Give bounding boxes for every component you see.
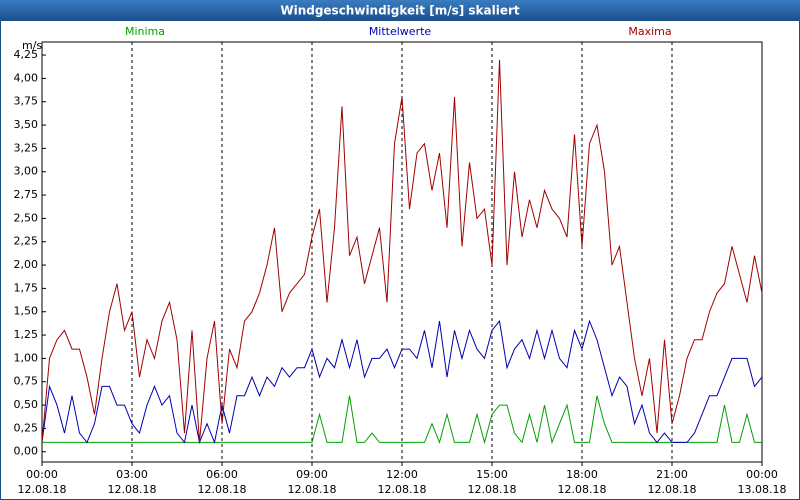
- y-tick-label: 2,00: [14, 258, 39, 271]
- y-tick-label: 4,25: [14, 48, 39, 61]
- y-tick-label: 1,25: [14, 328, 39, 341]
- y-tick-label: 2,25: [14, 235, 39, 248]
- legend-entry: Maxima: [628, 25, 671, 38]
- series-line: [41, 319, 763, 445]
- x-tick-date: 12.08.18: [288, 483, 337, 496]
- legend-entry: Minima: [125, 25, 165, 38]
- x-tick-date: 12.08.18: [108, 483, 157, 496]
- x-tick-label: 00:00: [746, 468, 778, 481]
- y-tick-label: 0,75: [14, 375, 39, 388]
- y-tick-label: 0,00: [14, 445, 39, 458]
- x-tick-label: 06:00: [206, 468, 238, 481]
- y-tick-label: 0,50: [14, 398, 39, 411]
- series-line: [42, 395, 762, 445]
- y-tick-label: 1,50: [14, 305, 39, 318]
- y-tick-label: 2,50: [14, 211, 39, 224]
- x-tick-label: 00:00: [26, 468, 58, 481]
- y-tick-label: 4,00: [14, 71, 39, 84]
- y-tick-label: 1,75: [14, 281, 39, 294]
- x-tick-date: 12.08.18: [648, 483, 697, 496]
- x-tick-label: 18:00: [566, 468, 598, 481]
- y-tick-label: 0,25: [14, 421, 39, 434]
- x-tick-date: 13.08.18: [738, 483, 787, 496]
- y-tick-label: 1,00: [14, 351, 39, 364]
- legend-entry: Mittelwerte: [369, 25, 432, 38]
- x-tick-date: 12.08.18: [18, 483, 67, 496]
- x-tick-date: 12.08.18: [468, 483, 517, 496]
- x-tick-label: 09:00: [296, 468, 328, 481]
- y-tick-label: 2,75: [14, 188, 39, 201]
- x-tick-label: 21:00: [656, 468, 688, 481]
- y-tick-label: 3,25: [14, 141, 39, 154]
- x-tick-date: 12.08.18: [198, 483, 247, 496]
- y-tick-label: 3,75: [14, 95, 39, 108]
- y-axis-unit: m/s: [22, 39, 42, 52]
- x-tick-label: 03:00: [116, 468, 148, 481]
- x-tick-label: 15:00: [476, 468, 508, 481]
- x-tick-date: 12.08.18: [378, 483, 427, 496]
- title-bar: [0, 0, 800, 21]
- x-tick-label: 12:00: [386, 468, 418, 481]
- y-tick-label: 3,50: [14, 118, 39, 131]
- series-line: [41, 59, 763, 443]
- x-tick-date: 12.08.18: [558, 483, 607, 496]
- y-tick-label: 3,00: [14, 165, 39, 178]
- chart-title: Windgeschwindigkeit [m/s] skaliert: [280, 4, 520, 18]
